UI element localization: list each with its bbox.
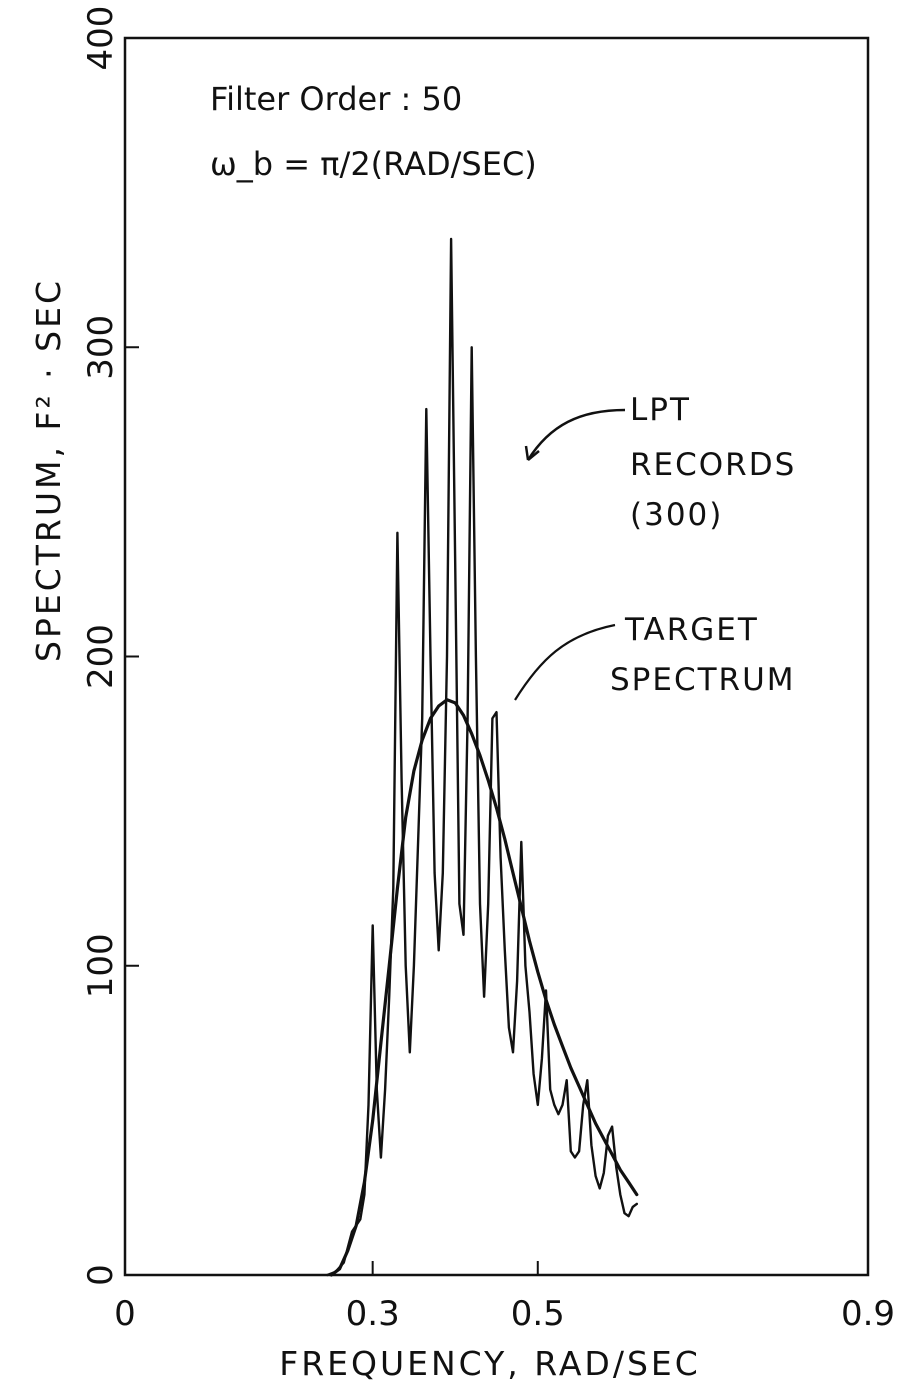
annotation-target-leader (514, 623, 616, 701)
annotation-target-line-1: TARGET (624, 612, 759, 648)
annotation-lpt-line-2: RECORDS (630, 447, 796, 483)
plot-area (123, 36, 870, 1277)
annotation-lpt-arrowhead (524, 445, 540, 461)
y-tick-label: 100 (81, 933, 121, 998)
x-axis-ticks: 0 0.3 0.5 0.9 (114, 1261, 895, 1334)
filter-order-label: Filter Order : 50 (210, 80, 462, 118)
annotation-lpt-arrow (526, 408, 626, 461)
plot-border (123, 36, 870, 1277)
x-tick-label: 0.5 (511, 1294, 565, 1334)
annotation-lpt-line-3: (300) (630, 497, 723, 533)
annotation-target-line-2: SPECTRUM (610, 662, 796, 698)
y-tick-label: 200 (81, 624, 121, 689)
y-tick-label: 300 (81, 315, 121, 380)
x-tick-label: 0 (114, 1294, 136, 1334)
target-spectrum-line (329, 698, 639, 1277)
lpt-records-line (326, 237, 638, 1277)
y-axis-title: SPECTRUM, F² ⋅ SEC (29, 278, 68, 662)
y-axis-ticks: 0 100 200 300 400 (81, 6, 139, 1286)
annotation-lpt-line-1: LPT (630, 392, 691, 428)
y-tick-label: 0 (81, 1264, 121, 1286)
x-tick-label: 0.9 (841, 1294, 895, 1334)
omega-b-label: ω_b = π/2(RAD/SEC) (210, 145, 537, 183)
x-axis-title: FREQUENCY, RAD/SEC (279, 1344, 701, 1383)
x-tick-label: 0.3 (346, 1294, 400, 1334)
y-tick-label: 400 (81, 6, 121, 71)
series-layer (326, 237, 639, 1277)
